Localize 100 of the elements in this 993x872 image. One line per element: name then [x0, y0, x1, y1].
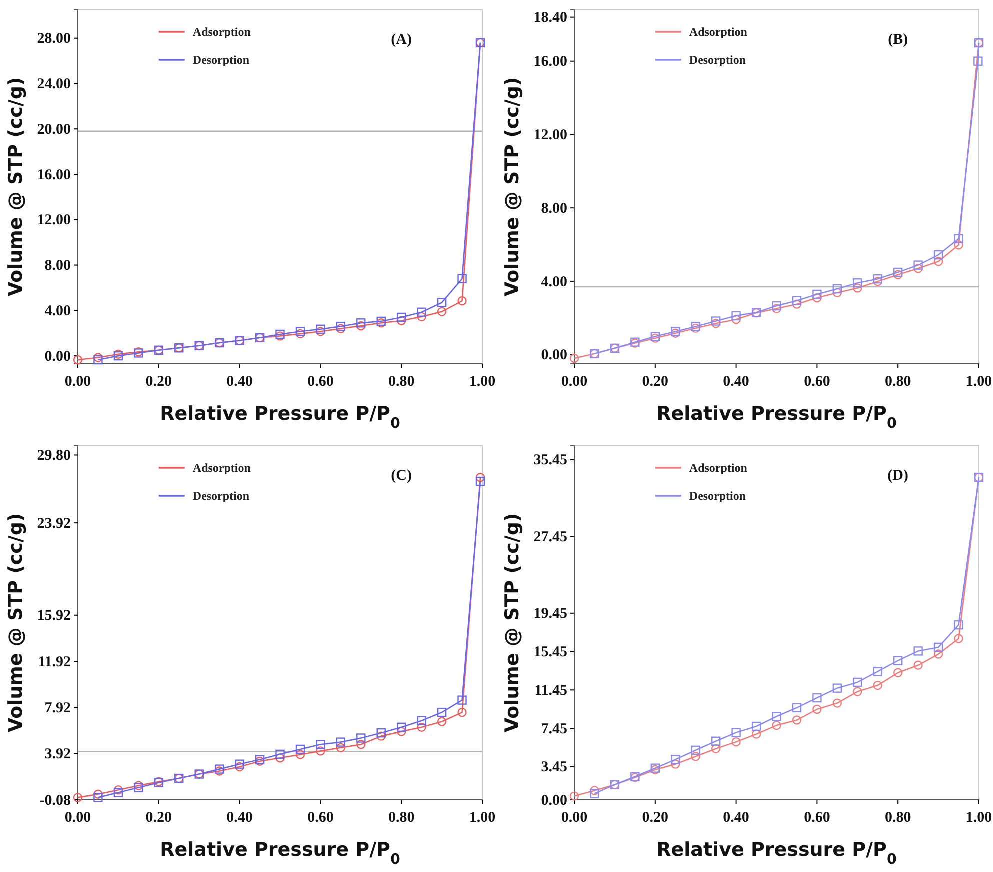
point [336, 322, 346, 332]
point [397, 722, 406, 732]
point [437, 298, 447, 308]
point [711, 319, 721, 328]
y-tick-label: 4.00 [541, 274, 568, 290]
point [974, 56, 983, 66]
point [873, 277, 882, 286]
y-tick-label: 23.92 [37, 516, 71, 532]
y-axis-title: Volume @ STP (cc/g) [502, 513, 524, 733]
point [792, 716, 802, 725]
point [356, 740, 366, 750]
y-axis-title: Volume @ STP (cc/g) [5, 77, 27, 297]
point [914, 264, 923, 274]
point [276, 754, 285, 763]
point [954, 620, 964, 630]
point [873, 667, 882, 676]
x-tick-label: 0.40 [723, 810, 750, 826]
x-tick-label: 0.80 [388, 374, 415, 390]
annotation: (D) [888, 468, 909, 484]
y-tick-label: -0.08 [40, 792, 71, 809]
point [296, 327, 306, 336]
point [417, 716, 426, 726]
point [397, 727, 406, 736]
x-tick-label: 1.00 [469, 374, 496, 390]
point [437, 708, 447, 718]
y-tick-label: 0.00 [541, 792, 568, 809]
point [691, 752, 700, 762]
point [732, 737, 741, 747]
point [954, 240, 964, 250]
point [934, 642, 944, 652]
x-tick-label: 0.00 [64, 374, 92, 390]
point [356, 321, 366, 331]
legend-label: Adsorption [689, 461, 748, 475]
point [894, 270, 903, 280]
point [812, 693, 822, 703]
x-tick-label: 0.20 [642, 374, 669, 390]
point [812, 293, 822, 303]
y-tick-label: 16.00 [534, 54, 568, 70]
point [336, 743, 346, 752]
x-tick-label: 0.60 [804, 810, 830, 826]
x-tick-label: 0.80 [884, 810, 912, 826]
point [772, 712, 782, 722]
point [873, 680, 882, 690]
point [356, 318, 366, 328]
x-tick-label: 0.00 [561, 374, 588, 390]
point [458, 296, 467, 306]
point [812, 290, 822, 300]
point [296, 329, 306, 339]
point [832, 684, 842, 693]
x-tick-label: 0.20 [146, 810, 172, 826]
point [94, 790, 103, 799]
point [458, 274, 467, 284]
point [792, 300, 802, 309]
point [711, 316, 721, 326]
x-tick-label: 0.60 [308, 810, 334, 826]
point [853, 278, 862, 288]
point [397, 316, 406, 326]
point [832, 284, 842, 294]
annotation: (C) [391, 468, 412, 484]
x-tick-label: 1.00 [966, 374, 992, 390]
point [752, 722, 762, 732]
point [732, 311, 741, 321]
y-tick-label: 15.45 [534, 644, 568, 661]
point [114, 788, 124, 798]
x-tick-label: 0.60 [308, 374, 334, 390]
x-tick-label: 0.00 [561, 810, 588, 826]
point [417, 308, 426, 317]
point [570, 354, 580, 364]
legend-label: Desorption [689, 489, 746, 503]
y-tick-label: 27.45 [534, 529, 568, 546]
point [832, 698, 842, 708]
x-axis-title: Relative Pressure P/P$_{0}$ [656, 839, 897, 868]
point [894, 668, 903, 678]
point [376, 732, 386, 741]
point [853, 284, 862, 293]
point [914, 260, 923, 270]
point [458, 696, 467, 705]
point [397, 312, 406, 322]
x-tick-label: 1.00 [469, 810, 496, 826]
point [73, 355, 83, 365]
y-tick-label: 0.00 [541, 348, 568, 364]
y-tick-label: 3.45 [541, 760, 568, 776]
point [296, 744, 306, 754]
y-tick-label: 11.92 [38, 654, 71, 670]
annotation: (B) [888, 32, 908, 48]
point [235, 760, 244, 769]
y-tick-label: 16.00 [37, 167, 71, 184]
x-axis-title: Relative Pressure P/P$_{0}$ [160, 839, 400, 868]
point [934, 257, 944, 266]
point [476, 473, 486, 482]
point [772, 720, 782, 730]
point [671, 755, 680, 764]
point [853, 678, 862, 688]
point [671, 760, 680, 769]
x-tick-label: 1.00 [966, 810, 992, 826]
point [316, 324, 326, 334]
legend-label: Adsorption [192, 25, 252, 39]
point [711, 744, 721, 754]
point [276, 750, 285, 760]
x-tick-label: 0.60 [804, 374, 830, 390]
